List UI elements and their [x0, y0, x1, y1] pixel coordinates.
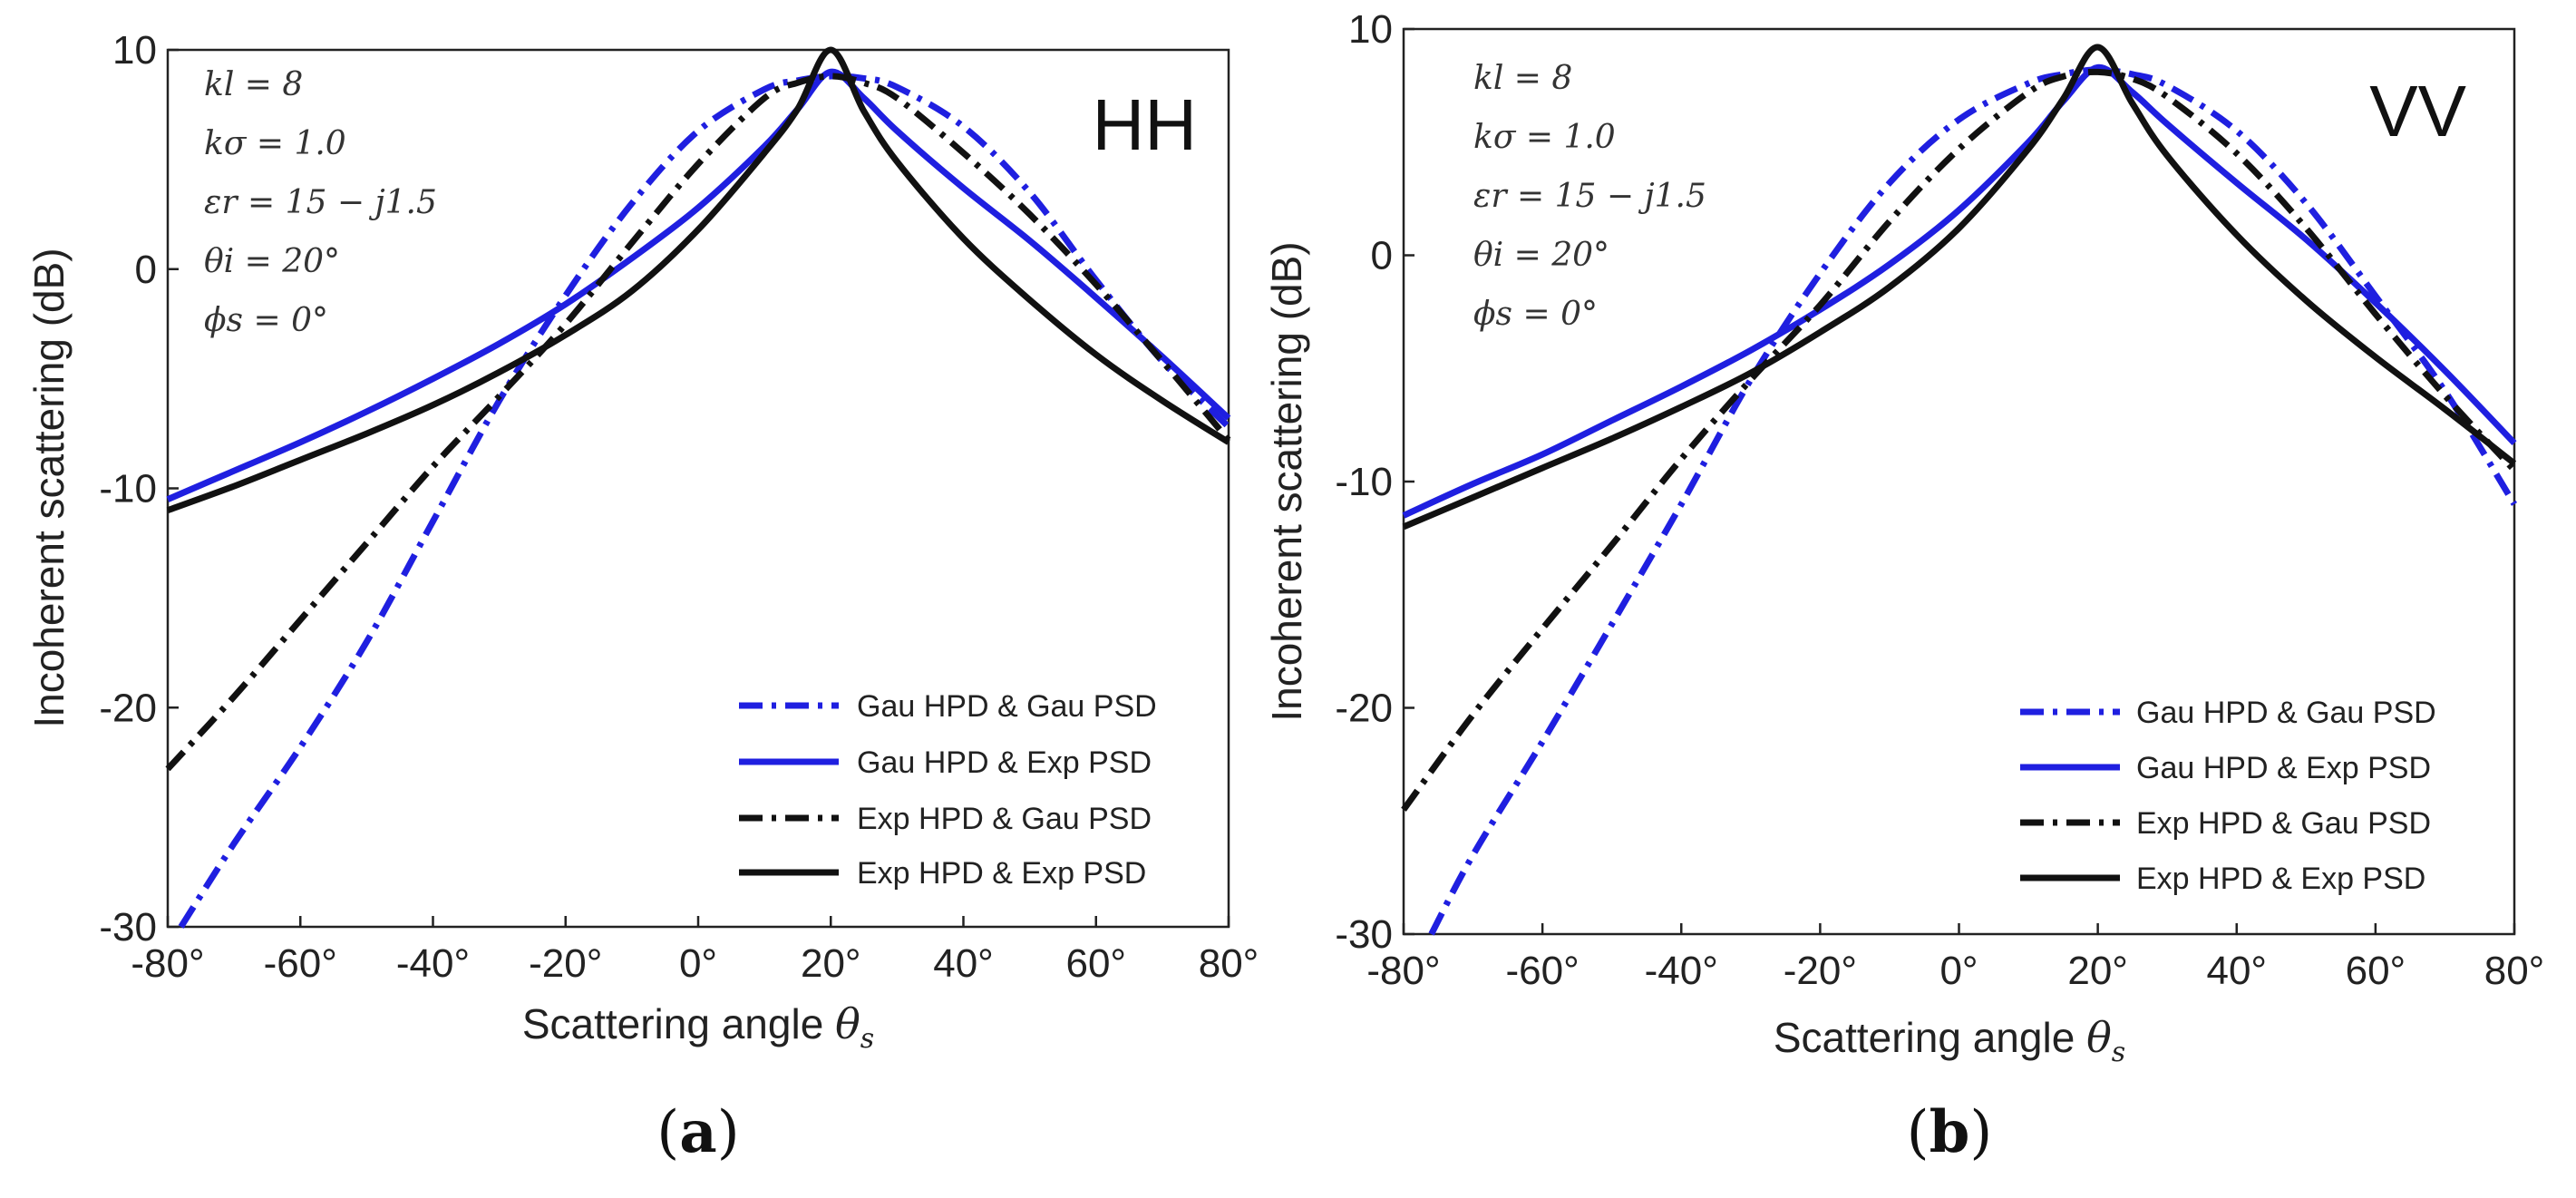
- legend-label: Gau HPD & Gau PSD: [2136, 696, 2436, 730]
- legend-entry: Gau HPD & Exp PSD: [739, 745, 1152, 780]
- x-tick-label: 0°: [679, 941, 717, 986]
- series-line-1: [1428, 66, 2517, 936]
- legend-entry: Exp HPD & Gau PSD: [739, 802, 1152, 836]
- y-axis-title: Incoherent scattering (dB): [1263, 241, 1310, 721]
- x-tick-label: 40°: [2206, 949, 2267, 993]
- polarization-label: VV: [2369, 71, 2466, 151]
- legend-label: Gau HPD & Exp PSD: [2136, 751, 2431, 785]
- param-ksigma: kσ = 1.0: [1473, 119, 1616, 156]
- legend-entry: Gau HPD & Gau PSD: [739, 689, 1157, 724]
- series-line-2: [1402, 63, 2517, 519]
- legend: Gau HPD & Gau PSD Gau HPD & Exp PSD Exp …: [2020, 696, 2436, 896]
- x-tick-label: -80°: [1366, 949, 1440, 993]
- param-theta-i: θi = 20°: [204, 243, 340, 280]
- x-axis-title: Scattering angle θs: [522, 999, 874, 1055]
- x-tick-label: -40°: [1645, 949, 1718, 993]
- curves: [1401, 44, 2517, 936]
- x-tick-label: -20°: [1784, 949, 1857, 993]
- series-line-3: [165, 73, 1231, 772]
- y-axis-title: Incoherent scattering (dB): [25, 248, 73, 727]
- series-line-1: [178, 73, 1231, 929]
- legend-label: Gau HPD & Gau PSD: [857, 689, 1157, 724]
- x-tick-label: 20°: [2067, 949, 2128, 993]
- panel-caption: (a): [656, 1098, 739, 1166]
- x-tick-label: 40°: [933, 941, 994, 986]
- y-tick-label: 0: [135, 248, 157, 292]
- x-tick-label: -20°: [529, 941, 602, 986]
- param-epsilon: εr = 15 − j1.5: [1473, 178, 1706, 215]
- x-axis-ticks: -80° -60° -40° -20° 0° 20° 40° 60° 80°: [1366, 923, 2544, 993]
- y-tick-label: 10: [112, 28, 157, 73]
- x-axis-ticks: -80° -60° -40° -20° 0° 20° 40° 60° 80°: [131, 916, 1259, 986]
- param-kl: kl = 8: [204, 66, 303, 103]
- series-line-3: [1401, 68, 2517, 812]
- x-tick-label: 60°: [1065, 941, 1126, 986]
- param-phi-s: ϕs = 0°: [204, 302, 328, 339]
- panel-b: -80° -60° -40° -20° 0° 20° 40° 60° 80° -30 -20 -10…: [1263, 7, 2544, 1166]
- legend-entry: Gau HPD & Exp PSD: [2020, 751, 2431, 785]
- x-tick-label: 20°: [801, 941, 861, 986]
- x-tick-label: -80°: [131, 941, 204, 986]
- x-tick-label: 80°: [2484, 949, 2545, 993]
- legend-entry: Exp HPD & Exp PSD: [2020, 862, 2425, 896]
- legend-label: Exp HPD & Exp PSD: [857, 856, 1146, 891]
- y-tick-label: -10: [99, 467, 157, 511]
- y-tick-label: 0: [1371, 234, 1393, 278]
- param-epsilon: εr = 15 − j1.5: [204, 184, 437, 221]
- legend-label: Exp HPD & Gau PSD: [2136, 806, 2431, 841]
- param-ksigma: kσ = 1.0: [204, 125, 346, 162]
- series-line-4: [166, 46, 1230, 513]
- y-tick-label: 10: [1348, 7, 1393, 52]
- y-axis-ticks: -30 -20 -10 0 10: [1335, 7, 1414, 957]
- legend: Gau HPD & Gau PSD Gau HPD & Exp PSD Exp …: [739, 689, 1157, 891]
- x-tick-label: 80°: [1199, 941, 1259, 986]
- y-tick-label: -20: [99, 686, 157, 730]
- y-tick-label: -30: [1335, 912, 1393, 957]
- param-theta-i: θi = 20°: [1473, 237, 1609, 274]
- legend-entry: Gau HPD & Gau PSD: [2020, 696, 2436, 730]
- curves: [165, 46, 1231, 929]
- legend-label: Exp HPD & Gau PSD: [857, 802, 1152, 836]
- series-line-4: [1402, 44, 2517, 531]
- y-tick-label: -20: [1335, 687, 1393, 731]
- x-axis-title: Scattering angle θs: [1774, 1013, 2125, 1068]
- x-tick-label: 60°: [2346, 949, 2406, 993]
- y-tick-label: -30: [99, 905, 157, 950]
- y-axis-ticks: -30 -20 -10 0 10: [99, 28, 179, 950]
- y-tick-label: -10: [1335, 460, 1393, 504]
- panel-caption: (b): [1907, 1098, 1993, 1166]
- legend-entry: Exp HPD & Gau PSD: [2020, 806, 2431, 841]
- parameter-block: kl = 8 kσ = 1.0 εr = 15 − j1.5 θi = 20° …: [1473, 60, 1706, 333]
- x-tick-label: -60°: [1506, 949, 1580, 993]
- legend-entry: Exp HPD & Exp PSD: [739, 856, 1146, 891]
- polarization-label: HH: [1092, 84, 1197, 165]
- parameter-block: kl = 8 kσ = 1.0 εr = 15 − j1.5 θi = 20° …: [204, 66, 437, 339]
- legend-label: Gau HPD & Exp PSD: [857, 745, 1152, 780]
- panel-a: -80° -60° -40° -20° 0° 20° 40° 60° 80° -30 -20 -10…: [25, 28, 1259, 1166]
- x-tick-label: -60°: [264, 941, 337, 986]
- legend-label: Exp HPD & Exp PSD: [2136, 862, 2425, 896]
- param-kl: kl = 8: [1473, 60, 1572, 97]
- series-line-2: [166, 68, 1231, 502]
- param-phi-s: ϕs = 0°: [1473, 296, 1598, 333]
- x-tick-label: -40°: [396, 941, 470, 986]
- x-tick-label: 0°: [1939, 949, 1978, 993]
